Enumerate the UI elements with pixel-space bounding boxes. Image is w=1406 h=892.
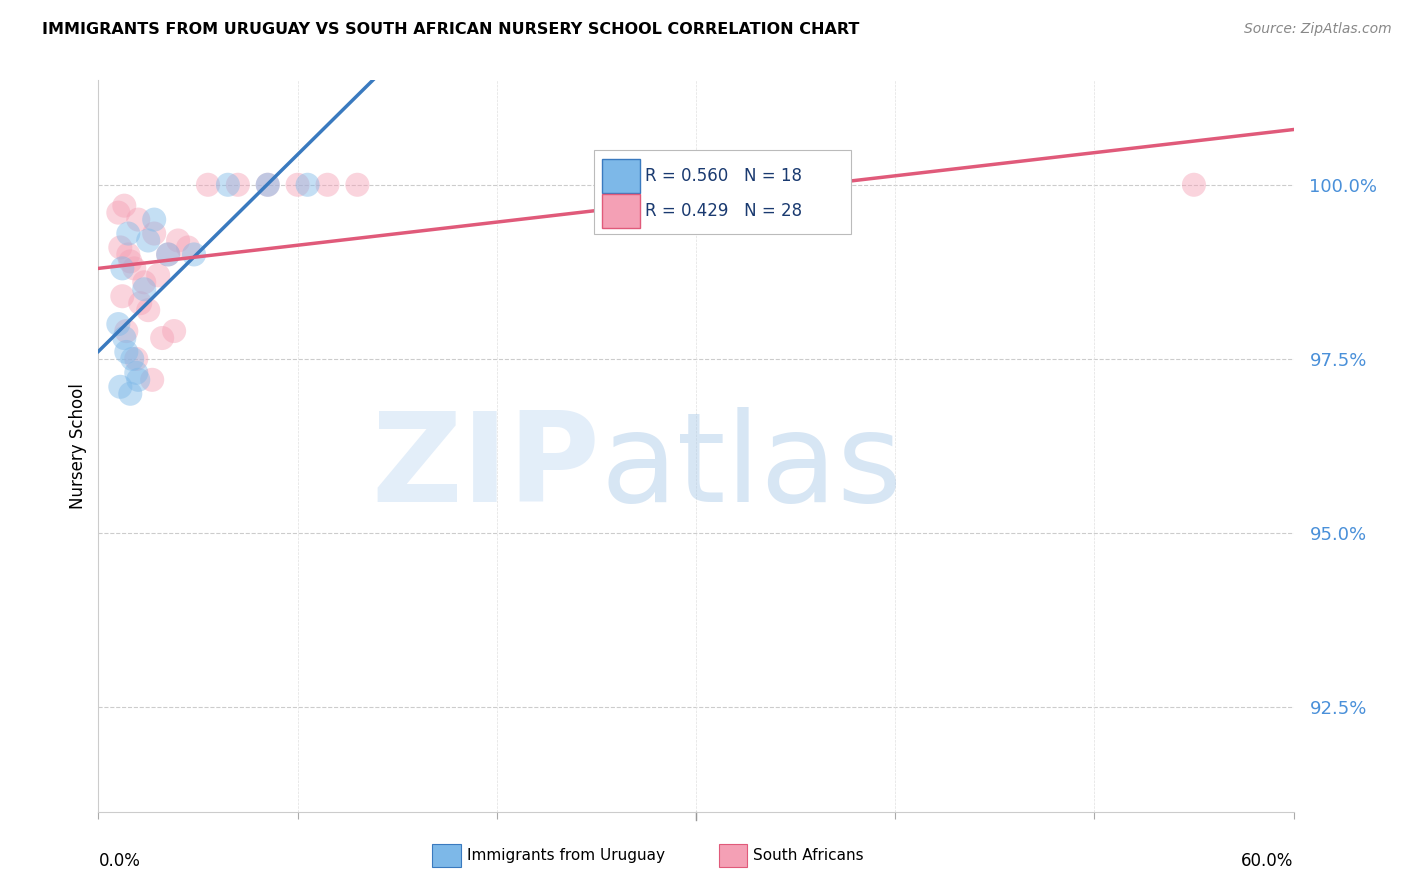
Text: South Africans: South Africans — [754, 848, 863, 863]
Point — [226, 178, 249, 192]
Point — [134, 275, 156, 289]
Point — [127, 373, 149, 387]
Point — [148, 268, 170, 283]
Point — [1182, 178, 1205, 192]
Point — [136, 303, 159, 318]
Point — [256, 178, 278, 192]
Point — [107, 205, 129, 219]
Point — [129, 296, 152, 310]
Point — [120, 386, 142, 401]
Point — [124, 261, 146, 276]
Point — [183, 247, 205, 261]
FancyBboxPatch shape — [595, 150, 851, 234]
Text: ZIP: ZIP — [371, 408, 600, 528]
Point — [346, 178, 368, 192]
Point — [134, 282, 156, 296]
FancyBboxPatch shape — [718, 844, 748, 867]
Point — [125, 366, 148, 380]
Point — [115, 345, 138, 359]
Text: Immigrants from Uruguay: Immigrants from Uruguay — [467, 848, 665, 863]
Y-axis label: Nursery School: Nursery School — [69, 383, 87, 509]
Point — [120, 254, 142, 268]
Point — [316, 178, 339, 192]
FancyBboxPatch shape — [602, 194, 640, 228]
Point — [167, 234, 190, 248]
Point — [117, 227, 139, 241]
Point — [143, 227, 166, 241]
Point — [256, 178, 278, 192]
Point — [150, 331, 173, 345]
Point — [107, 317, 129, 331]
Text: R = 0.560   N = 18: R = 0.560 N = 18 — [644, 167, 801, 186]
Point — [287, 178, 309, 192]
Text: IMMIGRANTS FROM URUGUAY VS SOUTH AFRICAN NURSERY SCHOOL CORRELATION CHART: IMMIGRANTS FROM URUGUAY VS SOUTH AFRICAN… — [42, 22, 859, 37]
Point — [177, 240, 200, 254]
Point — [197, 178, 219, 192]
Point — [117, 247, 139, 261]
Point — [143, 212, 166, 227]
Text: 60.0%: 60.0% — [1241, 852, 1294, 870]
Point — [157, 247, 180, 261]
Point — [136, 234, 159, 248]
Text: R = 0.429   N = 28: R = 0.429 N = 28 — [644, 202, 801, 220]
Point — [110, 240, 132, 254]
Point — [163, 324, 186, 338]
Point — [121, 351, 143, 366]
Point — [125, 351, 148, 366]
Point — [157, 247, 180, 261]
Point — [297, 178, 319, 192]
Text: Source: ZipAtlas.com: Source: ZipAtlas.com — [1244, 22, 1392, 37]
Point — [112, 199, 135, 213]
Point — [111, 261, 134, 276]
FancyBboxPatch shape — [602, 160, 640, 193]
Point — [217, 178, 239, 192]
Point — [115, 324, 138, 338]
Point — [110, 380, 132, 394]
FancyBboxPatch shape — [432, 844, 461, 867]
Point — [141, 373, 163, 387]
Text: atlas: atlas — [600, 408, 903, 528]
Point — [111, 289, 134, 303]
Text: 0.0%: 0.0% — [98, 852, 141, 870]
Point — [112, 331, 135, 345]
Point — [127, 212, 149, 227]
